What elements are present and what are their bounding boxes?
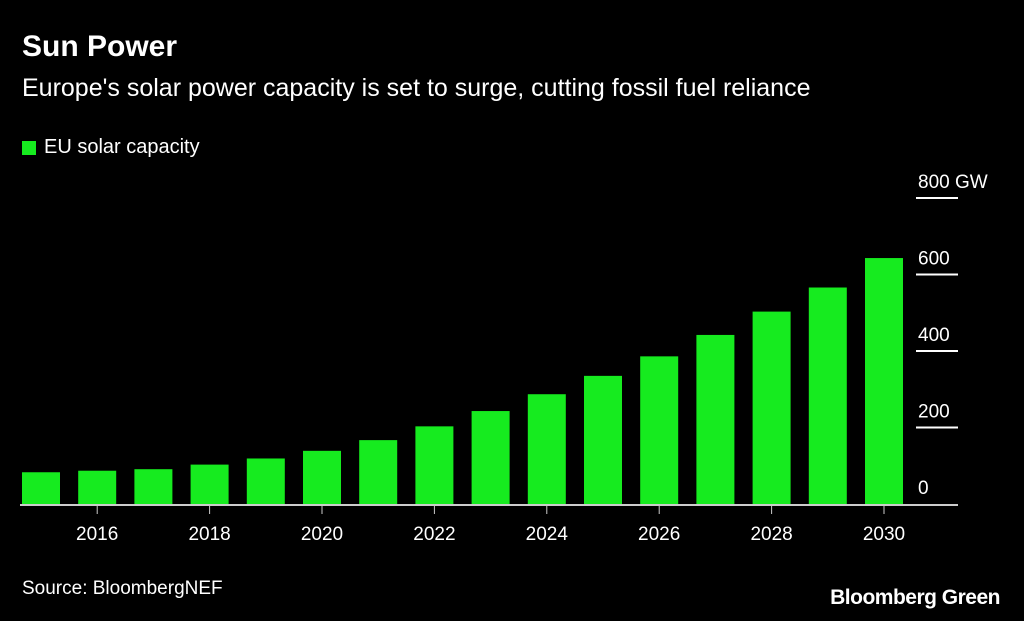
x-tick-label: 2018 (188, 524, 230, 545)
bar-2028 (752, 311, 791, 504)
bar-2030 (865, 258, 903, 504)
bar-2019 (246, 458, 285, 504)
bar-2024 (527, 394, 566, 504)
x-tick-label: 2024 (526, 524, 569, 545)
x-tick-label: 2026 (638, 524, 680, 545)
bloomberg-green-logo: Bloomberg Green (830, 586, 1000, 609)
bar-2029 (808, 287, 847, 504)
legend-label: EU solar capacity (44, 136, 200, 158)
y-tick-label: 400 (918, 325, 950, 346)
bar-2015 (22, 472, 60, 504)
bar-2022 (415, 426, 454, 504)
bar-2025 (584, 375, 622, 504)
bar-2017 (134, 469, 173, 504)
x-tick-label: 2028 (750, 524, 792, 545)
x-tick-label: 2020 (301, 524, 343, 545)
y-tick-label: 800 GW (918, 172, 988, 193)
bar-2026 (640, 356, 679, 504)
bar-2020 (303, 450, 341, 504)
x-tick-label: 2030 (863, 524, 905, 545)
y-tick-label: 600 (918, 249, 950, 270)
x-tick-label: 2016 (76, 524, 118, 545)
y-tick-label: 200 (918, 402, 950, 423)
y-tick-label: 0 (918, 478, 929, 499)
bar-2021 (359, 440, 398, 504)
bar-2027 (696, 334, 735, 504)
source-note: Source: BloombergNEF (22, 578, 223, 599)
bar-2018 (190, 464, 229, 504)
legend: EU solar capacity (22, 136, 200, 159)
legend-swatch (22, 140, 36, 155)
chart-title: Sun Power (22, 30, 178, 63)
bar-2016 (78, 470, 117, 504)
bar-2023 (471, 411, 510, 504)
chart-subtitle: Europe's solar power capacity is set to … (22, 74, 811, 102)
x-tick-label: 2022 (413, 524, 455, 545)
